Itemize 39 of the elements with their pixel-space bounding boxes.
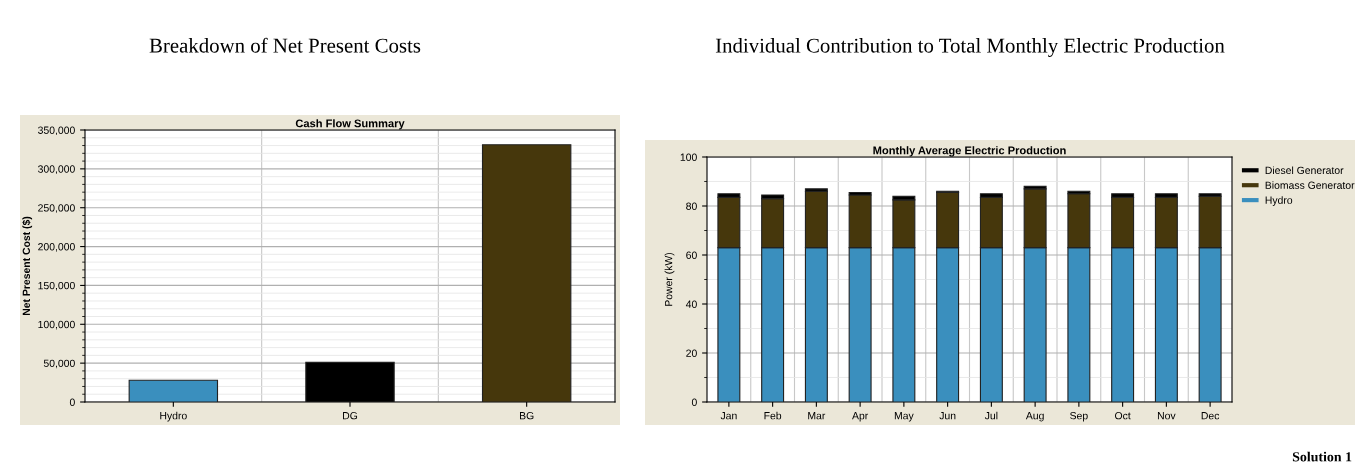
x-tick-label: Aug: [1025, 412, 1044, 422]
y-axis-title: Power (kW): [664, 252, 675, 306]
x-tick-label: DG: [343, 412, 358, 420]
y-tick-label: 250,000: [38, 204, 75, 213]
x-tick-label: Hydro: [160, 411, 187, 422]
chart-subtitle: Monthly Average Electric Production: [873, 146, 1066, 157]
y-tick-label: 60: [686, 251, 697, 259]
y-tick-label: 350,000: [38, 126, 75, 136]
legend-label: Diesel Generator: [1265, 166, 1344, 175]
text: Solution 1: [1292, 451, 1352, 462]
x-tick-label: Dec: [1201, 412, 1220, 420]
x-tick-label: Mar: [808, 412, 826, 420]
x-tick-label: Sep: [1070, 412, 1088, 422]
y-tick-label: 50,000: [43, 359, 75, 369]
legend-label: Biomass Generator: [1265, 181, 1355, 189]
y-tick-label: 40: [685, 300, 697, 308]
chart-title: Individual Contribution to Total Monthly Electric Production: [715, 38, 1225, 57]
x-tick-label: Jan: [720, 412, 737, 420]
y-tick-label: 300,000: [38, 165, 75, 174]
y-tick-label: 100: [680, 153, 697, 161]
y-tick-label: 80: [686, 202, 697, 210]
x-tick-label: Oct: [1115, 412, 1131, 420]
x-tick-label: Jul: [984, 411, 998, 420]
chart-title: Breakdown of Net Present Costs: [149, 37, 421, 53]
y-tick-label: 200,000: [38, 243, 75, 252]
y-tick-label: 150,000: [38, 281, 75, 291]
y-axis-title: Net Present Cost ($): [22, 216, 33, 316]
y-tick-label: 0: [69, 398, 75, 406]
chart-subtitle: Cash Flow Summary: [295, 119, 405, 130]
x-tick-label: Jun: [939, 412, 956, 420]
y-tick-label: 20: [686, 349, 697, 357]
y-tick-label: 100,000: [38, 320, 75, 330]
x-tick-label: May: [894, 412, 914, 422]
x-tick-label: Apr: [852, 412, 869, 422]
x-tick-label: Feb: [764, 411, 782, 420]
legend-label: Hydro: [1265, 196, 1293, 206]
x-tick-label: BG: [520, 412, 534, 420]
x-tick-label: Nov: [1157, 412, 1176, 420]
y-tick-label: 0: [691, 398, 697, 406]
